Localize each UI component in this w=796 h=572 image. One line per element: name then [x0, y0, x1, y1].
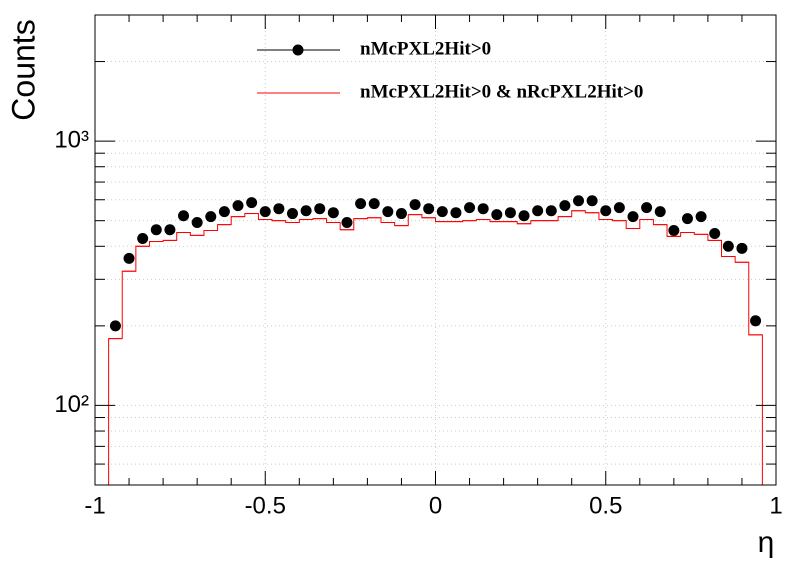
data-point — [736, 242, 748, 254]
data-point — [436, 206, 448, 218]
legend-label: nMcPXL2Hit>0 — [360, 38, 491, 59]
x-axis-label: η — [758, 526, 775, 559]
data-point — [137, 233, 149, 245]
data-point — [232, 200, 244, 212]
x-tick-label: -0.5 — [245, 492, 286, 519]
data-point — [695, 211, 707, 223]
x-tick-label: -1 — [84, 492, 105, 519]
data-point — [491, 209, 503, 221]
legend-label: nMcPXL2Hit>0 & nRcPXL2Hit>0 — [360, 81, 643, 102]
data-point — [613, 202, 625, 214]
data-point — [627, 211, 639, 223]
data-point — [191, 217, 203, 229]
data-point — [423, 203, 435, 215]
data-point — [709, 228, 721, 240]
data-point — [586, 195, 598, 207]
x-tick-label: 0 — [429, 492, 442, 519]
data-point — [532, 205, 544, 217]
data-point — [246, 197, 258, 209]
data-point — [259, 206, 271, 218]
x-tick-label: 0.5 — [589, 492, 622, 519]
data-point — [341, 217, 353, 229]
data-point — [355, 198, 367, 210]
data-point — [205, 211, 217, 223]
data-point — [382, 206, 394, 218]
data-point — [409, 199, 421, 211]
data-point — [286, 208, 298, 220]
data-point — [123, 252, 135, 264]
data-point — [178, 210, 190, 222]
data-point — [559, 200, 571, 212]
data-point — [464, 202, 476, 214]
legend-marker — [292, 44, 304, 56]
data-point — [573, 195, 585, 207]
data-point — [600, 205, 612, 217]
data-point — [750, 315, 762, 327]
data-point — [164, 224, 176, 236]
data-point — [395, 208, 407, 220]
data-point — [518, 210, 530, 222]
data-point — [504, 207, 516, 219]
data-point — [150, 224, 162, 236]
data-point — [368, 198, 380, 210]
data-point — [545, 205, 557, 217]
data-point — [641, 202, 653, 214]
data-point — [327, 207, 339, 219]
y-tick-label: 10³ — [54, 126, 89, 153]
data-point — [722, 240, 734, 252]
data-point — [654, 206, 666, 218]
data-point — [314, 203, 326, 215]
data-point — [450, 207, 462, 219]
data-point — [681, 213, 693, 225]
data-point — [477, 203, 489, 215]
data-point — [273, 203, 285, 215]
y-axis-label: Counts — [5, 19, 41, 120]
data-point — [300, 205, 312, 217]
x-tick-label: 1 — [769, 492, 782, 519]
data-point — [109, 320, 121, 332]
data-point — [218, 206, 230, 218]
y-tick-label: 10² — [54, 391, 89, 418]
data-point — [668, 225, 680, 237]
